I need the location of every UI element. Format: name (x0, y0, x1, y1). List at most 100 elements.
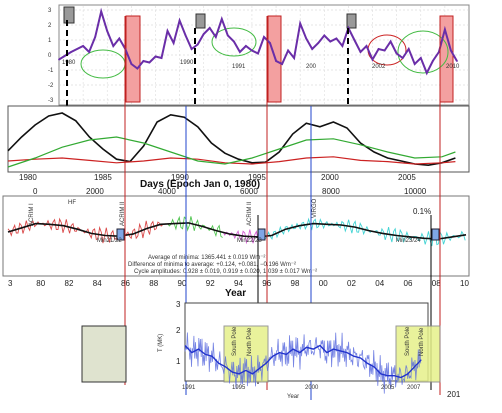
composite-x-tick-7: 92 (206, 279, 215, 288)
composite-panel: ACRIM I HF ACRIM II ACRIM II VIRGO 0.1% … (2, 195, 470, 299)
label-acrim1: ACRIM I (29, 203, 35, 226)
polar-highlight-1 (223, 325, 269, 383)
composite-x-tick-11: 00 (319, 279, 328, 288)
top-series-point (251, 49, 253, 52)
mid-top-tick-4: 2000 (321, 173, 339, 182)
top-series-point (323, 34, 326, 37)
bottom-x-tick-3: 2005 (381, 385, 395, 391)
mid-bottom-tick-0: 0 (33, 187, 38, 196)
label-amplitudes: Cycle amplitudes: 0.928 ± 0.019, 0.919 ±… (134, 269, 317, 275)
middle-x-label: Days (Epoch Jan 0, 1980) (140, 179, 260, 190)
bottom-x-tick-2: 2000 (305, 385, 319, 391)
top-series-point (389, 40, 392, 43)
top-series-point (166, 30, 169, 32)
mid-bottom-tick-1: 2000 (86, 187, 104, 196)
composite-x-tick-6: 90 (178, 279, 187, 288)
top-series-point (269, 42, 271, 44)
top-series-point (214, 36, 217, 38)
top-series-point (359, 51, 362, 53)
bottom-noisy-line (184, 332, 422, 394)
label-north-pole-2: North Pole (419, 327, 425, 356)
bottom-panel: South Pole North Pole South Pole North P… (81, 300, 461, 400)
top-series-point (112, 45, 115, 47)
top-series-point (202, 33, 205, 35)
top-series-point (245, 45, 247, 47)
mid-top-tick-1: 1985 (94, 173, 112, 182)
top-series-point (172, 42, 175, 44)
top-series-point (184, 34, 187, 37)
top-series-point (456, 60, 458, 62)
top-series-point (58, 58, 60, 61)
middle-series-layer (7, 112, 456, 168)
mid-top-tick-5: 2005 (398, 173, 416, 182)
mid-top-tick-3: 1995 (248, 173, 266, 182)
top-series-point (106, 30, 109, 32)
top-y-tick-1: 2 (48, 23, 52, 29)
top-series-point (148, 61, 151, 64)
top-series-point (437, 51, 440, 53)
top-series-point (263, 36, 265, 38)
top-series-point (450, 49, 452, 52)
label-acrim2: ACRIM II (120, 201, 126, 226)
top-series-point (365, 45, 368, 47)
top-y-tick-3: 0 (48, 53, 52, 59)
top-series-point (287, 49, 290, 52)
legend-swatch-box (81, 325, 127, 383)
top-series-point (130, 63, 133, 65)
top-x-tick-3: 200 (306, 64, 317, 70)
top-panel: 3 2 1 0 -1 -2 -3 1980 1990 1991 200 2002 2010 (48, 4, 470, 106)
top-series-point (311, 48, 314, 50)
top-x-tick-1: 1990 (180, 60, 194, 66)
top-x-tick-5: 2010 (446, 64, 460, 70)
top-series-point (383, 49, 386, 52)
top-series-point (377, 48, 380, 50)
bottom-x-tick-0: 1991 (182, 385, 196, 391)
top-series-point (142, 60, 145, 62)
ellipse-green-3 (397, 30, 449, 74)
mid-bottom-tick-2: 4000 (158, 187, 176, 196)
top-series-point (443, 28, 446, 31)
top-series-point (196, 43, 199, 46)
top-series-point (401, 57, 404, 59)
composite-x-tick-5: 88 (149, 279, 158, 288)
top-series-point (178, 19, 181, 22)
label-min22: Min22/23 (237, 238, 262, 244)
mid-bottom-tick-5: 10000 (404, 187, 427, 196)
top-x-tick-4: 2002 (372, 64, 386, 70)
top-y-tick-6: -3 (48, 98, 54, 104)
mid-top-tick-0: 1980 (19, 173, 37, 182)
top-series-point (419, 57, 422, 59)
top-series-point (226, 34, 229, 37)
composite-x-tick-4: 86 (121, 279, 130, 288)
top-series-point (275, 60, 277, 62)
composite-x-tick-12: 02 (347, 279, 356, 288)
top-series-point (413, 63, 416, 65)
minimum-box-1 (125, 15, 141, 103)
top-series-point (407, 48, 410, 50)
mid-bottom-tick-3: 6000 (240, 187, 258, 196)
top-series-point (425, 72, 428, 74)
composite-x-tick-0: 3 (8, 279, 13, 288)
bottom-y-label: T (MK) (158, 334, 164, 352)
middle-panel: 1980 1985 1990 1995 2000 2005 Days (Epoc… (7, 105, 470, 196)
composite-x-tick-8: 94 (234, 279, 243, 288)
label-min23: Min23/24 (396, 238, 421, 244)
mid-top-tick-2: 1990 (171, 173, 189, 182)
top-series-point (257, 52, 259, 55)
top-y-tick-2: 1 (48, 38, 52, 44)
top-y-ticks: 3 2 1 0 -1 -2 -3 (48, 8, 54, 104)
top-series-point (341, 45, 344, 47)
bottom-series-line (184, 344, 422, 379)
bottom-x-tick-1: 1995 (232, 385, 246, 391)
top-series-point (371, 58, 374, 61)
top-series-point (190, 48, 193, 50)
top-series-point (329, 40, 332, 43)
bottom-x-tick-extra: 201 (447, 390, 461, 399)
label-south-pole-2: South Pole (405, 326, 411, 356)
top-series-point (88, 51, 91, 53)
label-min21: Min21/22 (97, 238, 122, 244)
bottom-y-tick-1: 2 (176, 326, 181, 335)
middle-series-line-2 (7, 136, 456, 168)
top-y-tick-0: 3 (48, 8, 52, 14)
